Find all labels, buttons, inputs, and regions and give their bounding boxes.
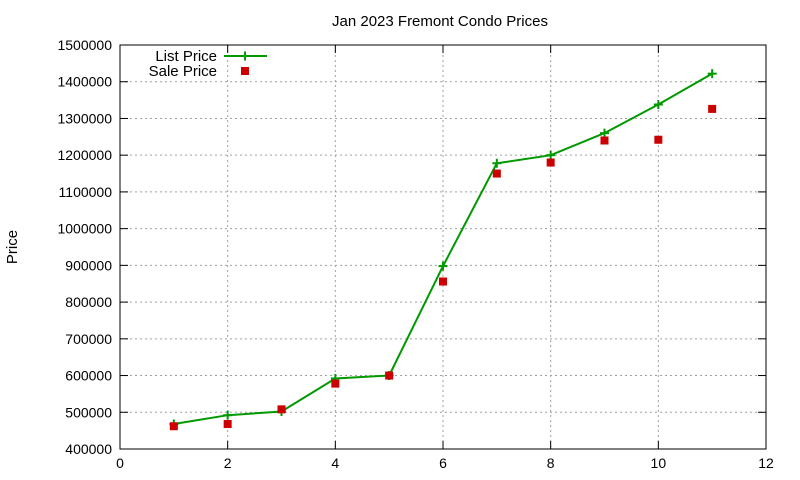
grid-lines bbox=[120, 45, 766, 449]
data-series bbox=[169, 69, 717, 431]
y-tick-label: 1400000 bbox=[57, 74, 112, 90]
y-tick-label: 1100000 bbox=[59, 184, 113, 200]
list-price-point bbox=[600, 128, 609, 138]
y-tick-label: 800000 bbox=[65, 294, 112, 310]
y-tick-label: 1300000 bbox=[57, 110, 112, 126]
x-tick-label: 4 bbox=[331, 455, 339, 471]
x-tick-label: 12 bbox=[758, 455, 774, 471]
list-price-point bbox=[546, 150, 556, 160]
x-tick-label: 8 bbox=[547, 455, 555, 471]
legend-swatches bbox=[224, 51, 267, 75]
sale-price-point bbox=[708, 104, 717, 113]
chart-title: Jan 2023 Fremont Condo Prices bbox=[332, 13, 548, 30]
list-price-point bbox=[653, 99, 663, 109]
sale-price-point bbox=[331, 379, 340, 388]
sale-price-point bbox=[223, 420, 232, 429]
y-tick-label: 1200000 bbox=[57, 147, 112, 163]
x-tick-label: 2 bbox=[224, 455, 232, 471]
list-price-point bbox=[707, 69, 717, 79]
list-price-point bbox=[492, 158, 502, 168]
legend-swatch-sale-price-marker bbox=[241, 67, 249, 75]
x-tick-label: 10 bbox=[651, 455, 667, 471]
y-axis-title: Price bbox=[4, 230, 21, 264]
legend-label-list-price: List Price bbox=[155, 48, 217, 65]
sale-price-point bbox=[654, 135, 663, 144]
sale-price-point bbox=[385, 371, 394, 380]
plot-frame bbox=[119, 44, 767, 450]
legend: List Price Sale Price bbox=[149, 48, 267, 80]
y-tick-label: 600000 bbox=[65, 368, 112, 384]
legend-swatch-list-price-marker bbox=[240, 51, 250, 61]
y-tick-label: 1000000 bbox=[57, 221, 112, 237]
x-tick-label: 0 bbox=[116, 455, 124, 471]
sale-price-point bbox=[439, 277, 447, 286]
y-tick-label: 400000 bbox=[65, 441, 112, 457]
x-tick-label: 6 bbox=[439, 455, 447, 471]
sale-price-point bbox=[492, 169, 501, 178]
legend-label-sale-price: Sale Price bbox=[149, 63, 217, 80]
list-price-point bbox=[438, 261, 448, 271]
sale-price-point bbox=[277, 405, 286, 414]
y-tick-label: 700000 bbox=[65, 331, 112, 347]
sale-price-point bbox=[546, 158, 555, 167]
y-tick-label: 500000 bbox=[65, 404, 112, 420]
list-price-point bbox=[223, 410, 233, 420]
y-tick-label: 900000 bbox=[65, 257, 112, 273]
sale-price-point bbox=[600, 136, 609, 145]
sale-price-point bbox=[169, 422, 178, 431]
y-tick-label: 1500000 bbox=[57, 37, 112, 53]
axis-ticks: 400000 500000 600000 700000 800000 900000 1000… bbox=[57, 37, 774, 471]
